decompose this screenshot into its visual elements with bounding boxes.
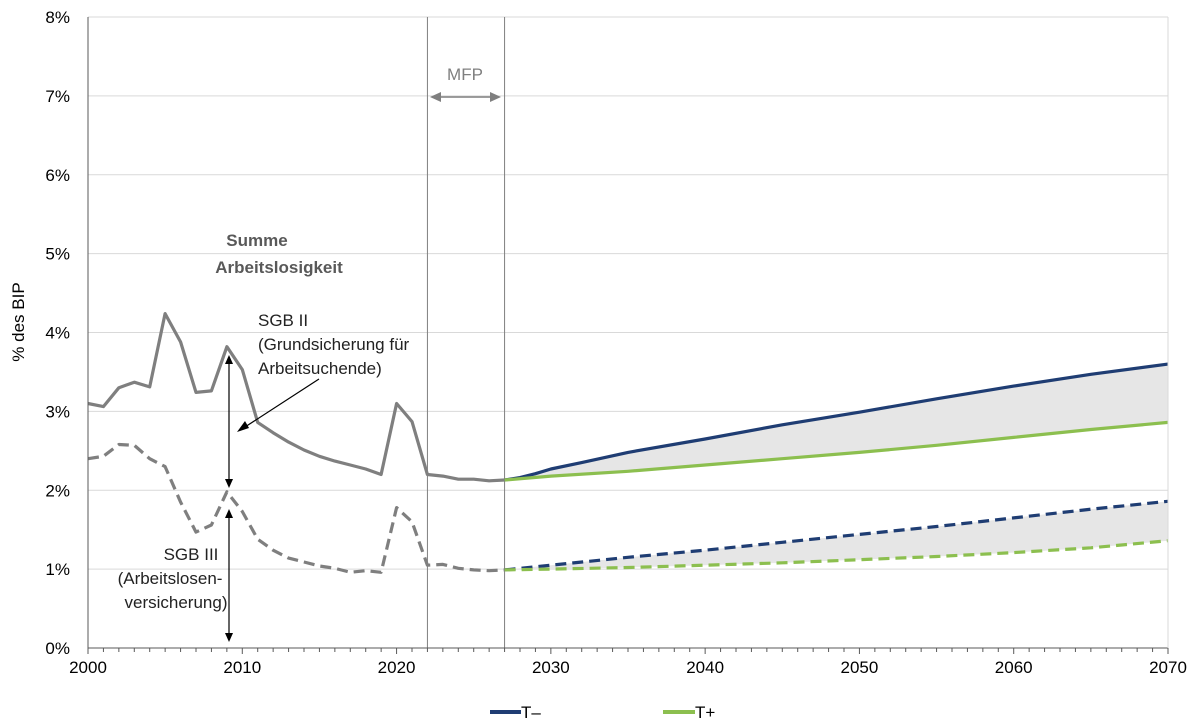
y-axis-label: % des BIP — [9, 282, 28, 361]
sgb2-range-arrow-bottom-head — [225, 479, 233, 488]
x-tick-label: 2020 — [378, 658, 416, 677]
mfp-annotation: MFP — [430, 65, 501, 102]
scenario-bands — [504, 364, 1169, 570]
x-tick-labels: 2000 2010 2020 2030 2040 2050 2060 2070 — [69, 658, 1187, 677]
mfp-arrow-left-head — [430, 92, 441, 102]
y-tick-label: 7% — [45, 87, 70, 106]
legend: T– T+ — [490, 703, 715, 722]
series-line-t-minus-sgb3 — [504, 499, 1169, 572]
sgb2-label-line2: (Grundsicherung für — [258, 335, 410, 354]
series-line-t-plus-sgb3 — [504, 539, 1169, 572]
axes — [87, 17, 1169, 654]
sgb2-pointer-arrow-head — [237, 421, 249, 432]
gridlines — [88, 16, 1168, 570]
sgb2-pointer-arrow — [244, 378, 320, 428]
sgb3-label-line2: (Arbeitslosen- — [118, 569, 223, 588]
legend-label-t-plus: T+ — [695, 703, 715, 722]
series-line-t-minus-summe — [504, 362, 1169, 482]
y-tick-label: 5% — [45, 245, 70, 264]
sgb3-label-line1: SGB III — [164, 545, 219, 564]
sgb2-label-line3: Arbeitsuchende) — [258, 359, 382, 378]
sgb3-range-arrow-bottom-head — [225, 633, 233, 642]
y-tick-labels: 0% 1% 2% 3% 4% 5% 6% 7% 8% — [45, 8, 70, 658]
x-tick-label: 2000 — [69, 658, 107, 677]
y-tick-label: 4% — [45, 324, 70, 343]
y-tick-label: 8% — [45, 8, 70, 27]
y-tick-label: 6% — [45, 166, 70, 185]
legend-label-t-minus: T– — [521, 703, 541, 722]
mfp-arrow-right-head — [490, 92, 501, 102]
x-tick-label: 2070 — [1149, 658, 1187, 677]
sgb3-label-line3: versicherung) — [125, 593, 228, 612]
series-line-sgb3-historic — [87, 442, 505, 574]
y-tick-label: 2% — [45, 481, 70, 500]
x-tick-label: 2050 — [841, 658, 879, 677]
sgb2-label-line1: SGB II — [258, 311, 308, 330]
x-tick-label: 2040 — [686, 658, 724, 677]
band-summe — [504, 364, 1169, 480]
y-tick-label: 0% — [45, 639, 70, 658]
series-line-summe-historic — [87, 312, 505, 483]
summe-label-line2: Arbeitslosigkeit — [215, 258, 343, 277]
summe-label-line1: Summe — [226, 231, 287, 250]
y-tick-label: 1% — [45, 560, 70, 579]
series-line-t-plus-summe — [504, 420, 1169, 482]
series-lines — [87, 312, 1169, 574]
x-tick-label: 2030 — [532, 658, 570, 677]
mfp-label: MFP — [447, 65, 483, 84]
x-tick-label: 2060 — [995, 658, 1033, 677]
y-tick-label: 3% — [45, 402, 70, 421]
x-tick-label: 2010 — [223, 658, 261, 677]
sgb3-range-arrow-top-head — [225, 509, 233, 518]
sgb2-range-arrow-top-head — [225, 355, 233, 364]
period-markers — [426, 17, 506, 648]
